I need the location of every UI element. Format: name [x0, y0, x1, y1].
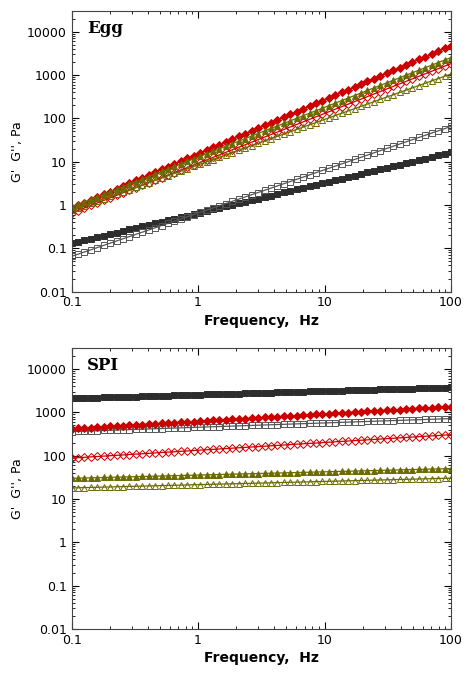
Text: Egg: Egg [87, 20, 123, 37]
Text: SPI: SPI [87, 357, 119, 374]
X-axis label: Frequency,  Hz: Frequency, Hz [204, 314, 319, 328]
X-axis label: Frequency,  Hz: Frequency, Hz [204, 651, 319, 665]
Y-axis label: G'  G'', Pa: G' G'', Pa [11, 458, 24, 519]
Y-axis label: G'  G'', Pa: G' G'', Pa [11, 121, 24, 182]
